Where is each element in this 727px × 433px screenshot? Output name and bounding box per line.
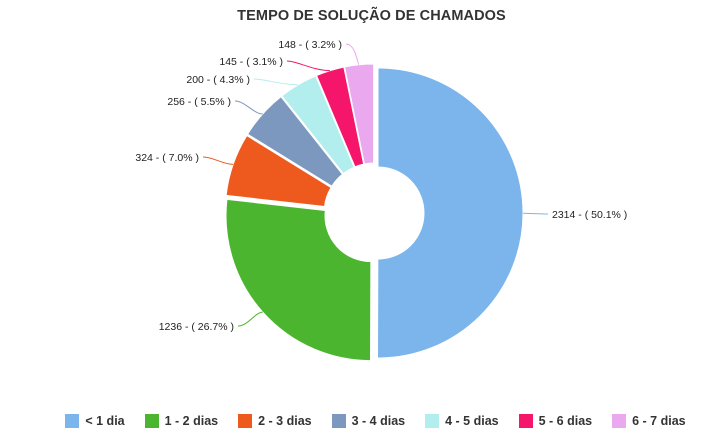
label-connector — [522, 212, 549, 215]
pie-slices — [225, 63, 524, 362]
label-connector — [234, 100, 263, 115]
label-connectors — [202, 43, 549, 327]
data-label: 2314 - ( 50.1% ) — [552, 209, 627, 221]
data-label: 148 - ( 3.2% ) — [278, 39, 342, 51]
legend-item[interactable]: < 1 dia — [65, 414, 125, 428]
legend-item[interactable]: 6 - 7 dias — [612, 414, 686, 428]
pie-slice[interactable] — [225, 198, 372, 362]
legend-item[interactable]: 5 - 6 dias — [518, 414, 593, 428]
data-label: 324 - ( 7.0% ) — [135, 152, 199, 164]
pie-slice[interactable] — [281, 75, 355, 175]
legend-label: 4 - 5 dias — [445, 414, 499, 428]
legend-label: 5 - 6 dias — [538, 414, 593, 428]
pie-slice[interactable] — [315, 66, 365, 168]
legend-swatch — [612, 414, 627, 428]
legend-swatch — [144, 414, 159, 428]
chart-title: TEMPO DE SOLUÇÃO DE CHAMADOS — [237, 8, 506, 24]
data-label: 1236 - ( 26.7% ) — [159, 321, 234, 333]
legend-label: 6 - 7 dias — [632, 414, 686, 428]
pie-slice[interactable] — [344, 63, 375, 165]
pie-slice[interactable] — [246, 95, 344, 187]
label-connector — [253, 78, 299, 86]
pie-slice[interactable] — [377, 67, 524, 359]
label-connector — [237, 311, 263, 327]
data-labels: 2314 - ( 50.1% ) 1236 - ( 26.7% ) 324 - ( … — [135, 39, 627, 333]
legend-swatch — [518, 414, 533, 428]
legend-swatch — [331, 414, 346, 428]
label-connector — [202, 156, 234, 165]
data-label: 145 - ( 3.1% ) — [219, 56, 283, 68]
legend-item[interactable]: 4 - 5 dias — [425, 414, 499, 428]
legend-label: 2 - 3 dias — [258, 414, 312, 428]
data-label: 256 - ( 5.5% ) — [167, 96, 231, 108]
legend: < 1 dia 1 - 2 dias 2 - 3 dias 3 - 4 dias 4 -… — [0, 411, 727, 431]
legend-item[interactable]: 2 - 3 dias — [238, 414, 312, 428]
label-connector — [345, 43, 360, 66]
legend-swatch — [238, 414, 253, 428]
legend-swatch — [425, 414, 440, 428]
legend-label: 1 - 2 dias — [164, 414, 219, 428]
label-connector — [286, 60, 331, 72]
legend-item[interactable]: 1 - 2 dias — [144, 414, 219, 428]
legend-item[interactable]: 3 - 4 dias — [331, 414, 406, 428]
legend-label: < 1 dia — [85, 414, 125, 428]
pie-slice[interactable] — [225, 134, 332, 208]
legend-swatch — [65, 414, 80, 428]
data-label: 200 - ( 4.3% ) — [186, 74, 250, 86]
legend-label: 3 - 4 dias — [351, 414, 406, 428]
